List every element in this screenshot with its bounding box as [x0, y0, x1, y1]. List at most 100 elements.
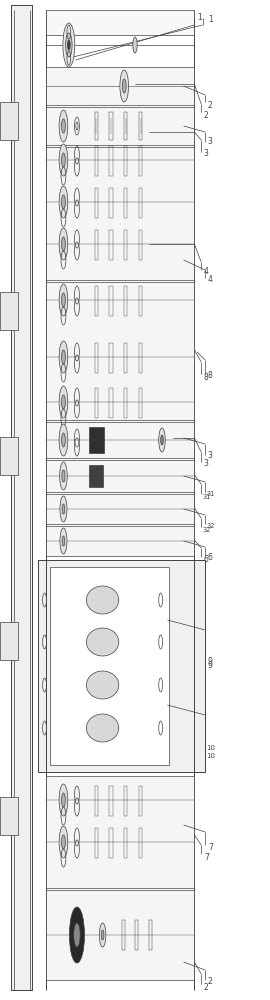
Text: 2: 2 [208, 101, 213, 109]
Bar [124, 388, 127, 418]
Ellipse shape [86, 628, 119, 656]
Circle shape [62, 293, 65, 307]
Bar [109, 388, 113, 418]
Circle shape [62, 395, 65, 409]
Bar [124, 112, 127, 140]
Circle shape [133, 37, 137, 53]
Bar [0, 797, 18, 835]
Circle shape [62, 470, 65, 482]
Circle shape [59, 424, 68, 456]
Text: 9: 9 [208, 658, 213, 666]
Circle shape [60, 496, 67, 522]
Circle shape [59, 110, 68, 142]
Circle shape [159, 428, 165, 452]
Bar [46, 422, 194, 458]
Bar [94, 112, 98, 140]
Bar [109, 230, 113, 260]
Text: 31: 31 [202, 494, 211, 500]
Circle shape [59, 341, 68, 373]
Bar [50, 567, 169, 765]
Text: 9: 9 [208, 660, 213, 670]
Bar [46, 282, 194, 420]
Bar [139, 230, 142, 260]
Bar [0, 622, 18, 660]
Text: 31: 31 [207, 491, 215, 497]
Bar [94, 188, 98, 218]
Bar [94, 146, 98, 176]
Circle shape [69, 907, 85, 963]
Text: 4: 4 [204, 267, 209, 276]
Circle shape [122, 79, 126, 93]
Circle shape [59, 144, 68, 176]
Bar [109, 112, 113, 140]
Text: 7: 7 [208, 842, 213, 852]
Text: 1: 1 [208, 15, 213, 24]
Circle shape [66, 33, 72, 57]
Bar [38, 560, 205, 772]
Bar [109, 343, 113, 373]
Circle shape [59, 284, 68, 316]
Circle shape [60, 528, 67, 554]
Circle shape [68, 40, 70, 50]
Circle shape [62, 433, 65, 447]
Text: 3: 3 [204, 148, 209, 157]
Bar [89, 465, 103, 487]
Bar [109, 786, 113, 816]
Bar [139, 146, 142, 176]
Text: 10: 10 [207, 745, 215, 751]
Bar [135, 920, 138, 950]
Circle shape [74, 923, 80, 947]
Text: 8: 8 [208, 371, 213, 380]
Bar [109, 188, 113, 218]
Bar [124, 286, 127, 316]
Text: 6: 6 [208, 552, 213, 562]
Bar [46, 147, 194, 280]
Ellipse shape [86, 671, 119, 699]
Text: 2: 2 [208, 978, 213, 986]
Bar [94, 828, 98, 858]
Circle shape [60, 462, 67, 490]
Bar [139, 112, 142, 140]
Text: 4: 4 [208, 275, 213, 284]
Bar [46, 460, 194, 492]
Circle shape [59, 228, 68, 260]
Text: 3: 3 [208, 452, 213, 460]
Bar [109, 146, 113, 176]
Text: 10: 10 [207, 753, 215, 759]
Bar [94, 343, 98, 373]
Text: 1: 1 [197, 13, 202, 22]
Circle shape [62, 793, 65, 807]
Text: 6: 6 [204, 556, 209, 564]
Bar [46, 107, 194, 145]
Bar [124, 828, 127, 858]
Bar [139, 343, 142, 373]
Text: 7: 7 [204, 852, 209, 861]
Bar [124, 786, 127, 816]
Bar [124, 146, 127, 176]
Bar [94, 786, 98, 816]
Text: 2: 2 [204, 982, 209, 992]
Bar [46, 526, 194, 556]
Bar [139, 828, 142, 858]
Circle shape [161, 435, 163, 445]
Bar [46, 494, 194, 524]
Circle shape [62, 350, 65, 364]
Text: 32: 32 [202, 527, 211, 533]
Bar [139, 786, 142, 816]
Circle shape [62, 237, 65, 251]
Text: 2: 2 [204, 110, 209, 119]
Bar [94, 388, 98, 418]
Bar [0, 292, 18, 330]
Bar [124, 188, 127, 218]
Bar [0, 102, 18, 140]
Ellipse shape [86, 586, 119, 614]
Circle shape [62, 195, 65, 209]
Bar [46, 10, 194, 35]
Circle shape [59, 784, 68, 816]
Bar [139, 188, 142, 218]
Bar [46, 67, 194, 105]
Bar [122, 920, 125, 950]
Circle shape [59, 386, 68, 418]
Ellipse shape [86, 714, 119, 742]
Bar [139, 388, 142, 418]
